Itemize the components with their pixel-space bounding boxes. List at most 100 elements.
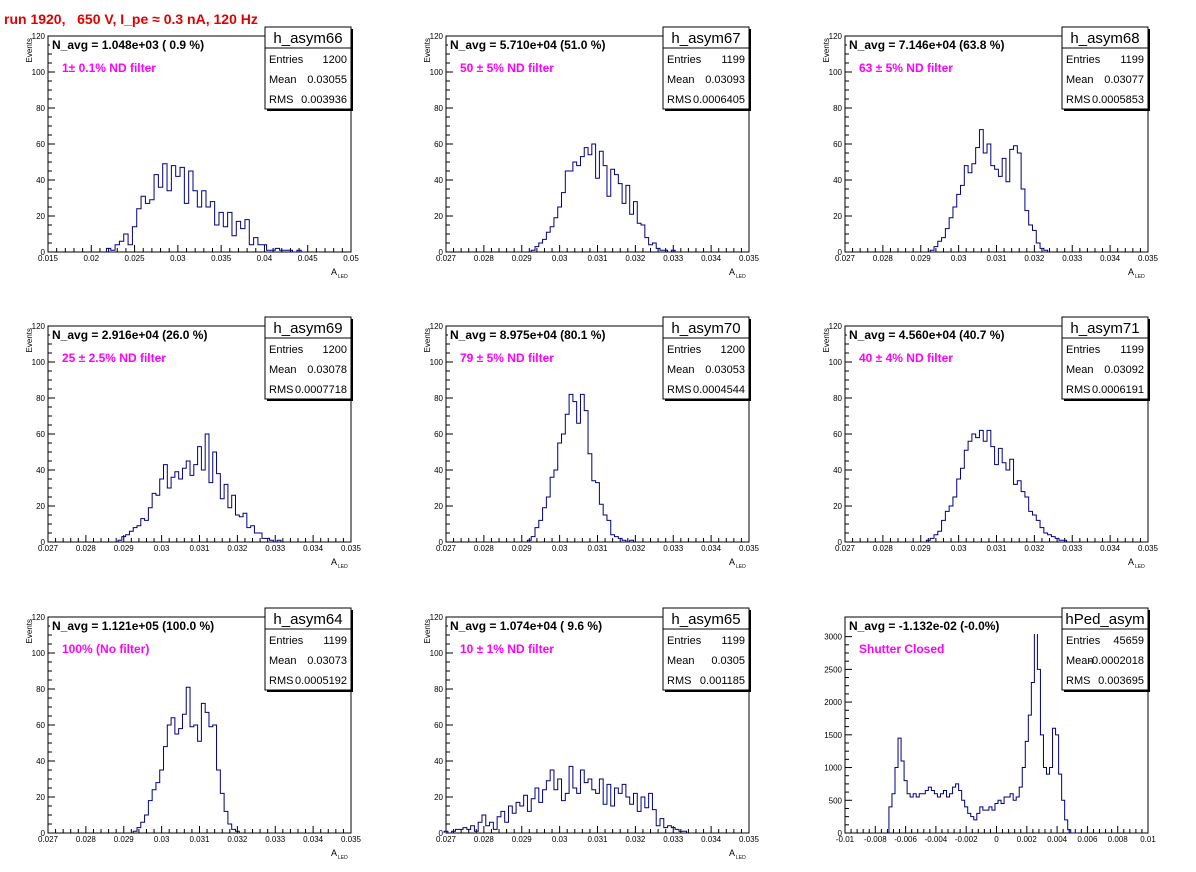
x-tick-label: 0.028	[474, 544, 495, 553]
x-tick-label: 0.033	[663, 254, 684, 263]
x-tick-label: 0.035	[739, 254, 760, 263]
x-tick-label: 0.029	[114, 544, 135, 553]
x-tick-label: 0.033	[1062, 544, 1083, 553]
stats-label-rms: RMS	[1066, 384, 1090, 396]
y-tick-label: 0	[838, 829, 843, 838]
stats-label-mean: Mean	[269, 655, 297, 667]
x-axis-subscript: LED	[736, 564, 746, 570]
stats-box	[264, 607, 352, 691]
histogram-series	[530, 143, 676, 253]
x-tick-label: 0.034	[701, 254, 722, 263]
stats-box	[264, 26, 352, 110]
x-tick-label: 0.05	[343, 254, 359, 263]
y-tick-label: 2500	[824, 665, 842, 674]
y-tick-label: 0	[41, 538, 46, 547]
x-axis-title: A	[729, 848, 735, 858]
x-tick-label: 0.035	[739, 544, 760, 553]
navg-label-background	[847, 327, 1042, 343]
y-tick-label: 100	[32, 649, 46, 658]
stats-value-rms: 0.0006405	[693, 94, 745, 106]
x-tick-label: 0.032	[625, 544, 646, 553]
x-axis-subscript: LED	[736, 274, 746, 280]
y-tick-label: 20	[36, 502, 45, 511]
x-tick-label: 0.025	[125, 254, 146, 263]
histogram-panel-h_asym65: 0 20 40 60 80 100 120 0.027 0.028 0.029 0.03 0.031 0…	[423, 607, 760, 861]
stats-label-rms: RMS	[269, 94, 293, 106]
stats-label-entries: Entries	[269, 54, 304, 66]
stats-title: h_asym69	[273, 320, 342, 337]
navg-label-background	[847, 37, 1042, 53]
x-tick-label: 0.03	[552, 254, 568, 263]
stats-label-entries: Entries	[1066, 635, 1101, 647]
y-tick-label: 40	[36, 466, 45, 475]
stats-value-rms: 0.0006191	[1092, 384, 1144, 396]
x-tick-label: 0.015	[38, 254, 59, 263]
stats-box	[1061, 316, 1149, 400]
x-tick-label: 0.031	[587, 544, 608, 553]
y-tick-label: 20	[36, 793, 45, 802]
x-tick-label: 0.027	[436, 254, 457, 263]
y-tick-label: 100	[430, 649, 444, 658]
x-tick-label: 0.033	[265, 544, 286, 553]
x-tick-label: 0.035	[1138, 254, 1159, 263]
histogram-series	[117, 433, 282, 543]
x-tick-label: 0.028	[474, 254, 495, 263]
x-tick-label: 0.045	[298, 254, 319, 263]
filter-label: 100% (No filter)	[62, 642, 149, 656]
navg-label: N_avg = 1.121e+05 (100.0 %)	[52, 619, 214, 633]
y-tick-label: 120	[829, 32, 843, 41]
x-tick-label: -0.006	[894, 835, 917, 844]
y-tick-label: 120	[32, 32, 46, 41]
x-tick-label: 0.032	[227, 544, 248, 553]
histogram-panel-h_asym69: 0 20 40 60 80 100 120 0.027 0.028 0.029 0.03 0.031 0…	[25, 316, 362, 570]
stats-value-rms: 0.0007718	[295, 384, 347, 396]
histogram-panel-h_asym71: 0 20 40 60 80 100 120 0.027 0.028 0.029 0.03 0.031 0…	[822, 316, 1159, 570]
histogram-panel-h_asym68: 0 20 40 60 80 100 120 0.027 0.028 0.029 0.03 0.031 0…	[822, 26, 1159, 280]
x-tick-label: 0.028	[76, 835, 97, 844]
navg-label: N_avg = 2.916e+04 (26.0 %)	[52, 328, 207, 342]
stats-label-rms: RMS	[667, 384, 691, 396]
x-axis-title: A	[1128, 557, 1134, 567]
y-tick-label: 80	[434, 685, 443, 694]
stats-value-entries: 1199	[721, 54, 745, 66]
x-tick-label: 0.032	[625, 835, 646, 844]
stats-value-rms: 0.0004544	[693, 384, 745, 396]
stats-value-rms: 0.003695	[1098, 675, 1144, 687]
y-tick-label: 60	[36, 721, 45, 730]
stats-box	[662, 26, 750, 110]
stats-value-rms: 0.001185	[700, 675, 745, 687]
stats-value-mean: 0.0305	[711, 655, 745, 667]
y-tick-label: 40	[833, 466, 842, 475]
navg-label: N_avg = 1.074e+04 ( 9.6 %)	[450, 619, 602, 633]
x-axis-title: A	[331, 557, 337, 567]
x-tick-label: 0.031	[986, 544, 1007, 553]
stats-label-mean: Mean	[269, 74, 297, 86]
x-tick-label: 0.031	[189, 835, 210, 844]
x-tick-label: 0.035	[1138, 544, 1159, 553]
x-tick-label: 0.028	[474, 835, 495, 844]
y-tick-label: 40	[36, 176, 45, 185]
stats-title: h_asym71	[1070, 320, 1139, 337]
y-tick-label: 500	[829, 796, 843, 805]
x-axis-title: A	[331, 267, 337, 277]
x-tick-label: 0.034	[303, 544, 324, 553]
y-tick-label: 20	[434, 212, 443, 221]
x-tick-label: 0.03	[951, 544, 967, 553]
stats-title: h_asym66	[273, 30, 342, 47]
y-tick-label: 60	[434, 721, 443, 730]
x-tick-label: 0.032	[1024, 254, 1045, 263]
x-tick-label: 0.032	[1024, 544, 1045, 553]
x-tick-label: 0.028	[76, 544, 97, 553]
y-axis-title: Events	[25, 619, 34, 643]
y-tick-label: 120	[430, 32, 444, 41]
filter-label: Shutter Closed	[859, 642, 944, 656]
x-tick-label: -0.004	[925, 835, 948, 844]
y-tick-label: 100	[430, 68, 444, 77]
stats-value-entries: 1199	[323, 635, 347, 647]
filter-label: 50 ± 5% ND filter	[460, 61, 554, 75]
histogram-series	[105, 163, 306, 253]
y-tick-label: 80	[36, 104, 45, 113]
stats-value-entries: 1200	[323, 54, 347, 66]
x-tick-label: 0.032	[227, 835, 248, 844]
stats-title: h_asym68	[1070, 30, 1139, 47]
